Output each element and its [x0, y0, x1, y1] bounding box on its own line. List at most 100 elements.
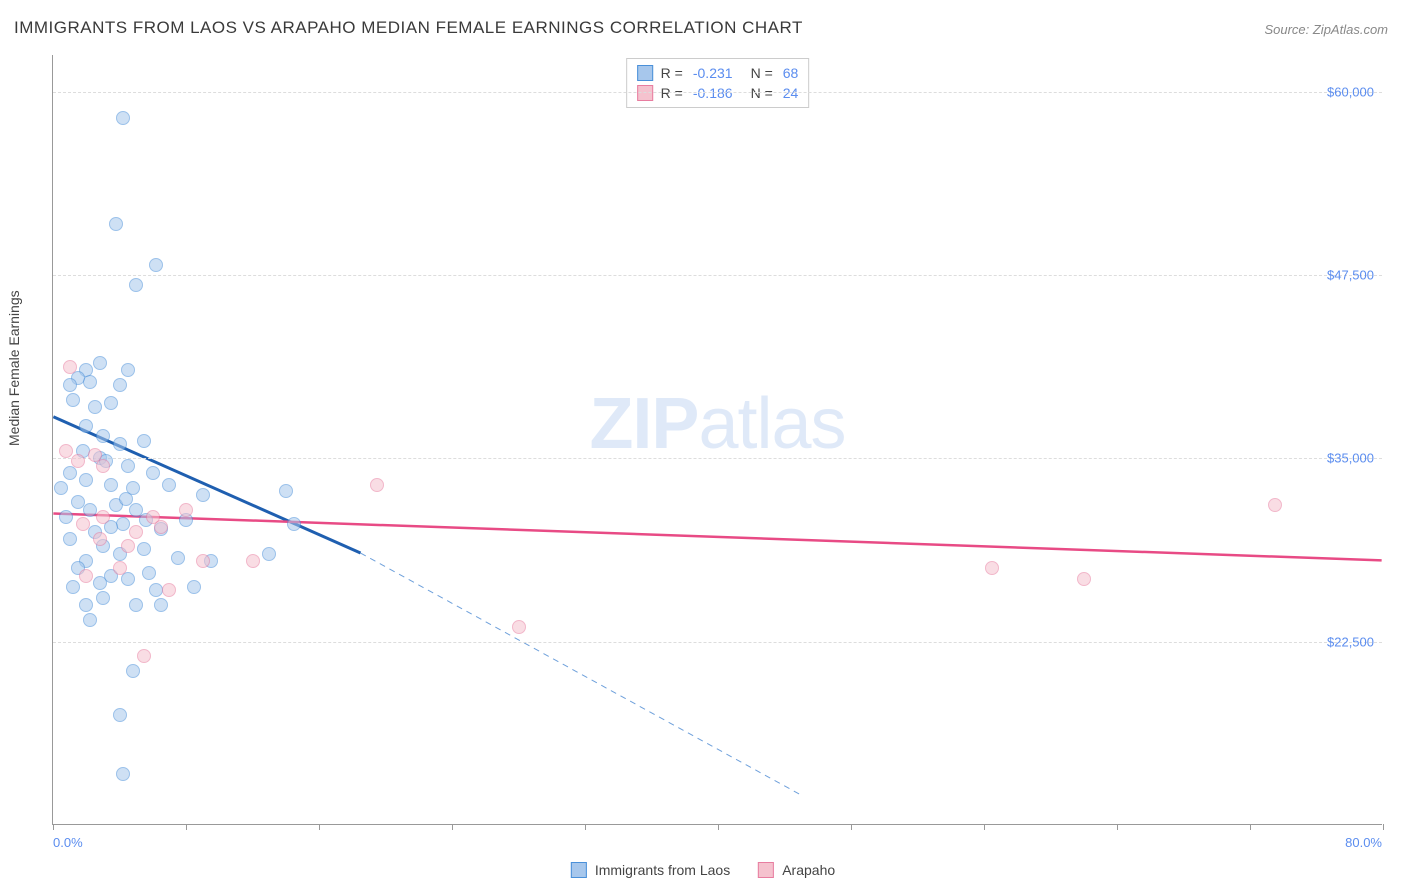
data-point	[370, 478, 384, 492]
gridline	[53, 458, 1382, 459]
data-point	[66, 393, 80, 407]
data-point	[1268, 498, 1282, 512]
data-point	[149, 258, 163, 272]
data-point	[196, 554, 210, 568]
x-tick	[319, 824, 320, 830]
data-point	[162, 478, 176, 492]
x-tick	[186, 824, 187, 830]
chart-title: IMMIGRANTS FROM LAOS VS ARAPAHO MEDIAN F…	[14, 18, 803, 38]
legend-swatch	[637, 85, 653, 101]
x-tick	[1250, 824, 1251, 830]
data-point	[79, 473, 93, 487]
y-tick-label: $60,000	[1327, 84, 1374, 99]
data-point	[1077, 572, 1091, 586]
data-point	[119, 492, 133, 506]
data-point	[104, 478, 118, 492]
data-point	[93, 532, 107, 546]
data-point	[113, 378, 127, 392]
watermark: ZIPatlas	[589, 383, 845, 465]
data-point	[154, 520, 168, 534]
data-point	[287, 517, 301, 531]
data-point	[96, 510, 110, 524]
data-point	[985, 561, 999, 575]
data-point	[129, 278, 143, 292]
data-point	[88, 400, 102, 414]
x-tick	[851, 824, 852, 830]
x-tick	[452, 824, 453, 830]
data-point	[279, 484, 293, 498]
regression-lines	[53, 55, 1382, 824]
data-point	[109, 217, 123, 231]
data-point	[187, 580, 201, 594]
legend-swatch	[571, 862, 587, 878]
y-tick-label: $47,500	[1327, 268, 1374, 283]
data-point	[179, 503, 193, 517]
data-point	[79, 598, 93, 612]
data-point	[63, 532, 77, 546]
legend-swatch	[758, 862, 774, 878]
legend-item: Immigrants from Laos	[571, 862, 730, 878]
x-tick	[1117, 824, 1118, 830]
data-point	[126, 664, 140, 678]
source-label: Source: ZipAtlas.com	[1264, 22, 1388, 37]
data-point	[59, 444, 73, 458]
data-point	[59, 510, 73, 524]
legend-swatch	[637, 65, 653, 81]
data-point	[93, 356, 107, 370]
data-point	[246, 554, 260, 568]
data-point	[96, 429, 110, 443]
data-point	[121, 539, 135, 553]
x-tick	[53, 824, 54, 830]
legend-row: R =-0.186N =24	[637, 83, 799, 103]
data-point	[162, 583, 176, 597]
data-point	[83, 503, 97, 517]
data-point	[83, 613, 97, 627]
data-point	[137, 542, 151, 556]
data-point	[142, 566, 156, 580]
data-point	[76, 517, 90, 531]
data-point	[116, 111, 130, 125]
data-point	[116, 767, 130, 781]
x-tick	[585, 824, 586, 830]
x-tick	[1383, 824, 1384, 830]
data-point	[262, 547, 276, 561]
data-point	[96, 459, 110, 473]
data-point	[113, 708, 127, 722]
data-point	[146, 466, 160, 480]
data-point	[79, 569, 93, 583]
data-point	[63, 378, 77, 392]
x-tick	[718, 824, 719, 830]
data-point	[93, 576, 107, 590]
data-point	[171, 551, 185, 565]
data-point	[154, 598, 168, 612]
correlation-legend: R =-0.231N =68R =-0.186N =24	[626, 58, 810, 108]
data-point	[121, 459, 135, 473]
plot-area: ZIPatlas R =-0.231N =68R =-0.186N =24 0.…	[52, 55, 1382, 825]
y-axis-title: Median Female Earnings	[6, 290, 22, 446]
y-tick-label: $35,000	[1327, 451, 1374, 466]
x-min-label: 0.0%	[53, 835, 83, 850]
data-point	[113, 437, 127, 451]
data-point	[66, 580, 80, 594]
data-point	[71, 454, 85, 468]
legend-row: R =-0.231N =68	[637, 63, 799, 83]
data-point	[96, 591, 110, 605]
data-point	[104, 396, 118, 410]
data-point	[137, 649, 151, 663]
x-max-label: 80.0%	[1345, 835, 1382, 850]
data-point	[512, 620, 526, 634]
gridline	[53, 275, 1382, 276]
data-point	[137, 434, 151, 448]
data-point	[149, 583, 163, 597]
data-point	[63, 466, 77, 480]
data-point	[121, 363, 135, 377]
x-tick	[984, 824, 985, 830]
data-point	[129, 525, 143, 539]
data-point	[196, 488, 210, 502]
data-point	[129, 598, 143, 612]
legend-item: Arapaho	[758, 862, 835, 878]
y-tick-label: $22,500	[1327, 634, 1374, 649]
series-legend: Immigrants from Laos Arapaho	[571, 862, 835, 878]
data-point	[79, 419, 93, 433]
data-point	[54, 481, 68, 495]
